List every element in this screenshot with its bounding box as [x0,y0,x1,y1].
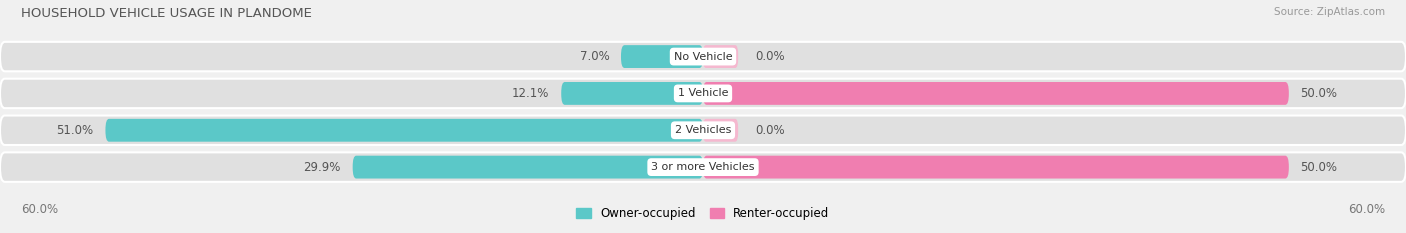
FancyBboxPatch shape [0,116,1406,145]
Text: 0.0%: 0.0% [756,124,786,137]
Text: 7.0%: 7.0% [579,50,609,63]
Text: 29.9%: 29.9% [304,161,342,174]
FancyBboxPatch shape [703,82,1289,105]
Text: HOUSEHOLD VEHICLE USAGE IN PLANDOME: HOUSEHOLD VEHICLE USAGE IN PLANDOME [21,7,312,20]
Legend: Owner-occupied, Renter-occupied: Owner-occupied, Renter-occupied [576,207,830,220]
Text: 60.0%: 60.0% [21,203,58,216]
FancyBboxPatch shape [703,119,738,142]
FancyBboxPatch shape [0,42,1406,71]
FancyBboxPatch shape [0,79,1406,108]
FancyBboxPatch shape [621,45,703,68]
Text: 50.0%: 50.0% [1301,161,1337,174]
FancyBboxPatch shape [703,45,738,68]
Text: 2 Vehicles: 2 Vehicles [675,125,731,135]
Text: 12.1%: 12.1% [512,87,550,100]
FancyBboxPatch shape [353,156,703,178]
Text: 50.0%: 50.0% [1301,87,1337,100]
Text: Source: ZipAtlas.com: Source: ZipAtlas.com [1274,7,1385,17]
Text: 51.0%: 51.0% [56,124,94,137]
Text: No Vehicle: No Vehicle [673,51,733,62]
Text: 0.0%: 0.0% [756,50,786,63]
Text: 3 or more Vehicles: 3 or more Vehicles [651,162,755,172]
FancyBboxPatch shape [703,156,1289,178]
FancyBboxPatch shape [105,119,703,142]
FancyBboxPatch shape [0,152,1406,182]
Text: 1 Vehicle: 1 Vehicle [678,88,728,98]
FancyBboxPatch shape [561,82,703,105]
Text: 60.0%: 60.0% [1348,203,1385,216]
